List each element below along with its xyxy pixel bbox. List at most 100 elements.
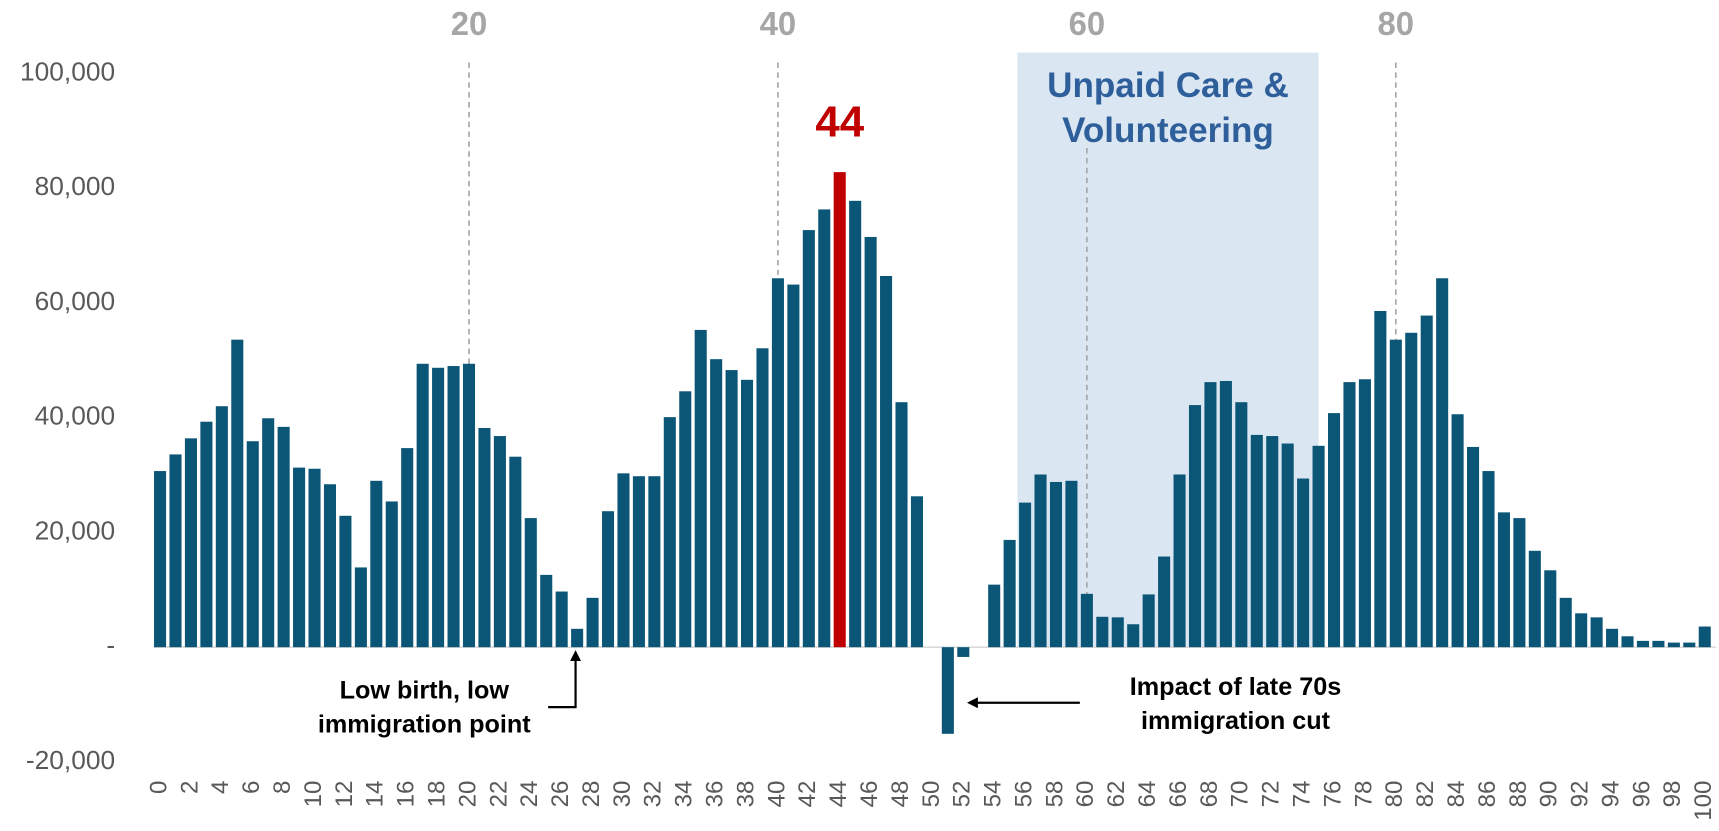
annotation: immigration cut (1141, 707, 1331, 735)
bar (710, 359, 723, 648)
bar (1389, 339, 1402, 648)
bar (601, 511, 615, 648)
bar (1219, 380, 1232, 648)
bar (957, 647, 970, 657)
bar (1575, 613, 1588, 648)
bar (169, 454, 182, 648)
bar (339, 515, 352, 648)
bar (354, 567, 367, 648)
bar (849, 200, 862, 648)
x-tick-label: 74 (1289, 781, 1316, 808)
x-tick-label: 88 (1505, 781, 1532, 808)
x-tick-label: 64 (1134, 781, 1161, 808)
bar (1297, 478, 1310, 648)
x-tick-label: 28 (578, 781, 605, 808)
bar (1096, 616, 1109, 648)
band-label: Unpaid Care & (1047, 66, 1289, 105)
top-tick-label: 80 (1378, 5, 1415, 42)
bar (509, 456, 522, 648)
bar (1312, 445, 1325, 648)
bar (787, 284, 800, 648)
x-tick-label: 80 (1381, 781, 1408, 808)
bar (1467, 446, 1480, 648)
x-tick-label: 96 (1628, 781, 1655, 808)
bar (1636, 640, 1649, 648)
bar (524, 518, 537, 648)
bar (1158, 556, 1171, 648)
bar (586, 597, 599, 648)
bar (246, 441, 259, 648)
bar (1034, 474, 1047, 648)
bar (895, 402, 908, 648)
bar (1065, 480, 1078, 648)
x-tick-label: 70 (1227, 781, 1254, 808)
bar (1204, 382, 1217, 648)
bar (1127, 624, 1140, 648)
x-tick-label: 50 (918, 781, 945, 808)
bar (184, 438, 197, 648)
x-tick-label: 40 (763, 781, 790, 808)
bar (694, 329, 707, 648)
bar (1590, 617, 1603, 648)
bar (679, 391, 692, 648)
bar (1374, 310, 1387, 648)
bar (1266, 436, 1279, 648)
bar (1327, 413, 1341, 648)
x-tick-label: 22 (485, 781, 512, 808)
bar (632, 476, 645, 648)
bar (1606, 628, 1619, 648)
bar (1698, 626, 1711, 648)
y-tick-label: - (106, 630, 115, 660)
x-tick-label: 76 (1319, 781, 1346, 808)
x-tick-label: 66 (1165, 781, 1192, 808)
bar (432, 367, 445, 648)
bar (1235, 402, 1248, 648)
x-tick-label: 24 (516, 781, 543, 808)
x-tick-label: 30 (609, 781, 636, 808)
bar (1003, 539, 1016, 648)
bar (1405, 332, 1418, 648)
annotation: Impact of late 70s (1130, 673, 1342, 701)
x-tick-label: 42 (794, 781, 821, 808)
bar (1111, 617, 1124, 648)
bar (988, 584, 1001, 648)
bar (771, 278, 784, 648)
bar (416, 363, 429, 648)
x-tick-label: 16 (393, 781, 420, 808)
bar (215, 406, 228, 648)
bar (571, 628, 584, 648)
y-tick-label: 60,000 (35, 286, 115, 316)
bar (1420, 315, 1433, 648)
x-tick-label: 58 (1041, 781, 1068, 808)
x-tick-label: 84 (1443, 781, 1470, 808)
y-tick-label: 20,000 (35, 515, 115, 545)
bar (1544, 570, 1557, 648)
bar (1343, 382, 1356, 648)
x-tick-label: 78 (1350, 781, 1377, 808)
x-tick-label: 2 (176, 781, 203, 794)
bar (1436, 278, 1449, 648)
x-tick-label: 32 (640, 781, 667, 808)
bar (663, 417, 676, 648)
x-tick-label: 8 (269, 781, 296, 794)
bar (941, 647, 954, 734)
bar (1652, 640, 1665, 648)
y-tick-label: 80,000 (35, 171, 115, 201)
bar (1559, 597, 1572, 648)
bar (277, 426, 290, 648)
bar (262, 418, 275, 648)
bar (617, 473, 630, 648)
annotation: Low birth, low (340, 676, 510, 704)
bar (200, 421, 213, 648)
bar (385, 501, 398, 648)
bar (293, 467, 306, 648)
x-tick-label: 100 (1690, 781, 1717, 821)
bar (1281, 443, 1294, 648)
bar (864, 236, 877, 648)
x-tick-label: 90 (1536, 781, 1563, 808)
bar (401, 448, 414, 648)
top-tick-label: 20 (451, 5, 488, 42)
x-tick-label: 48 (887, 781, 914, 808)
bar (725, 370, 738, 648)
